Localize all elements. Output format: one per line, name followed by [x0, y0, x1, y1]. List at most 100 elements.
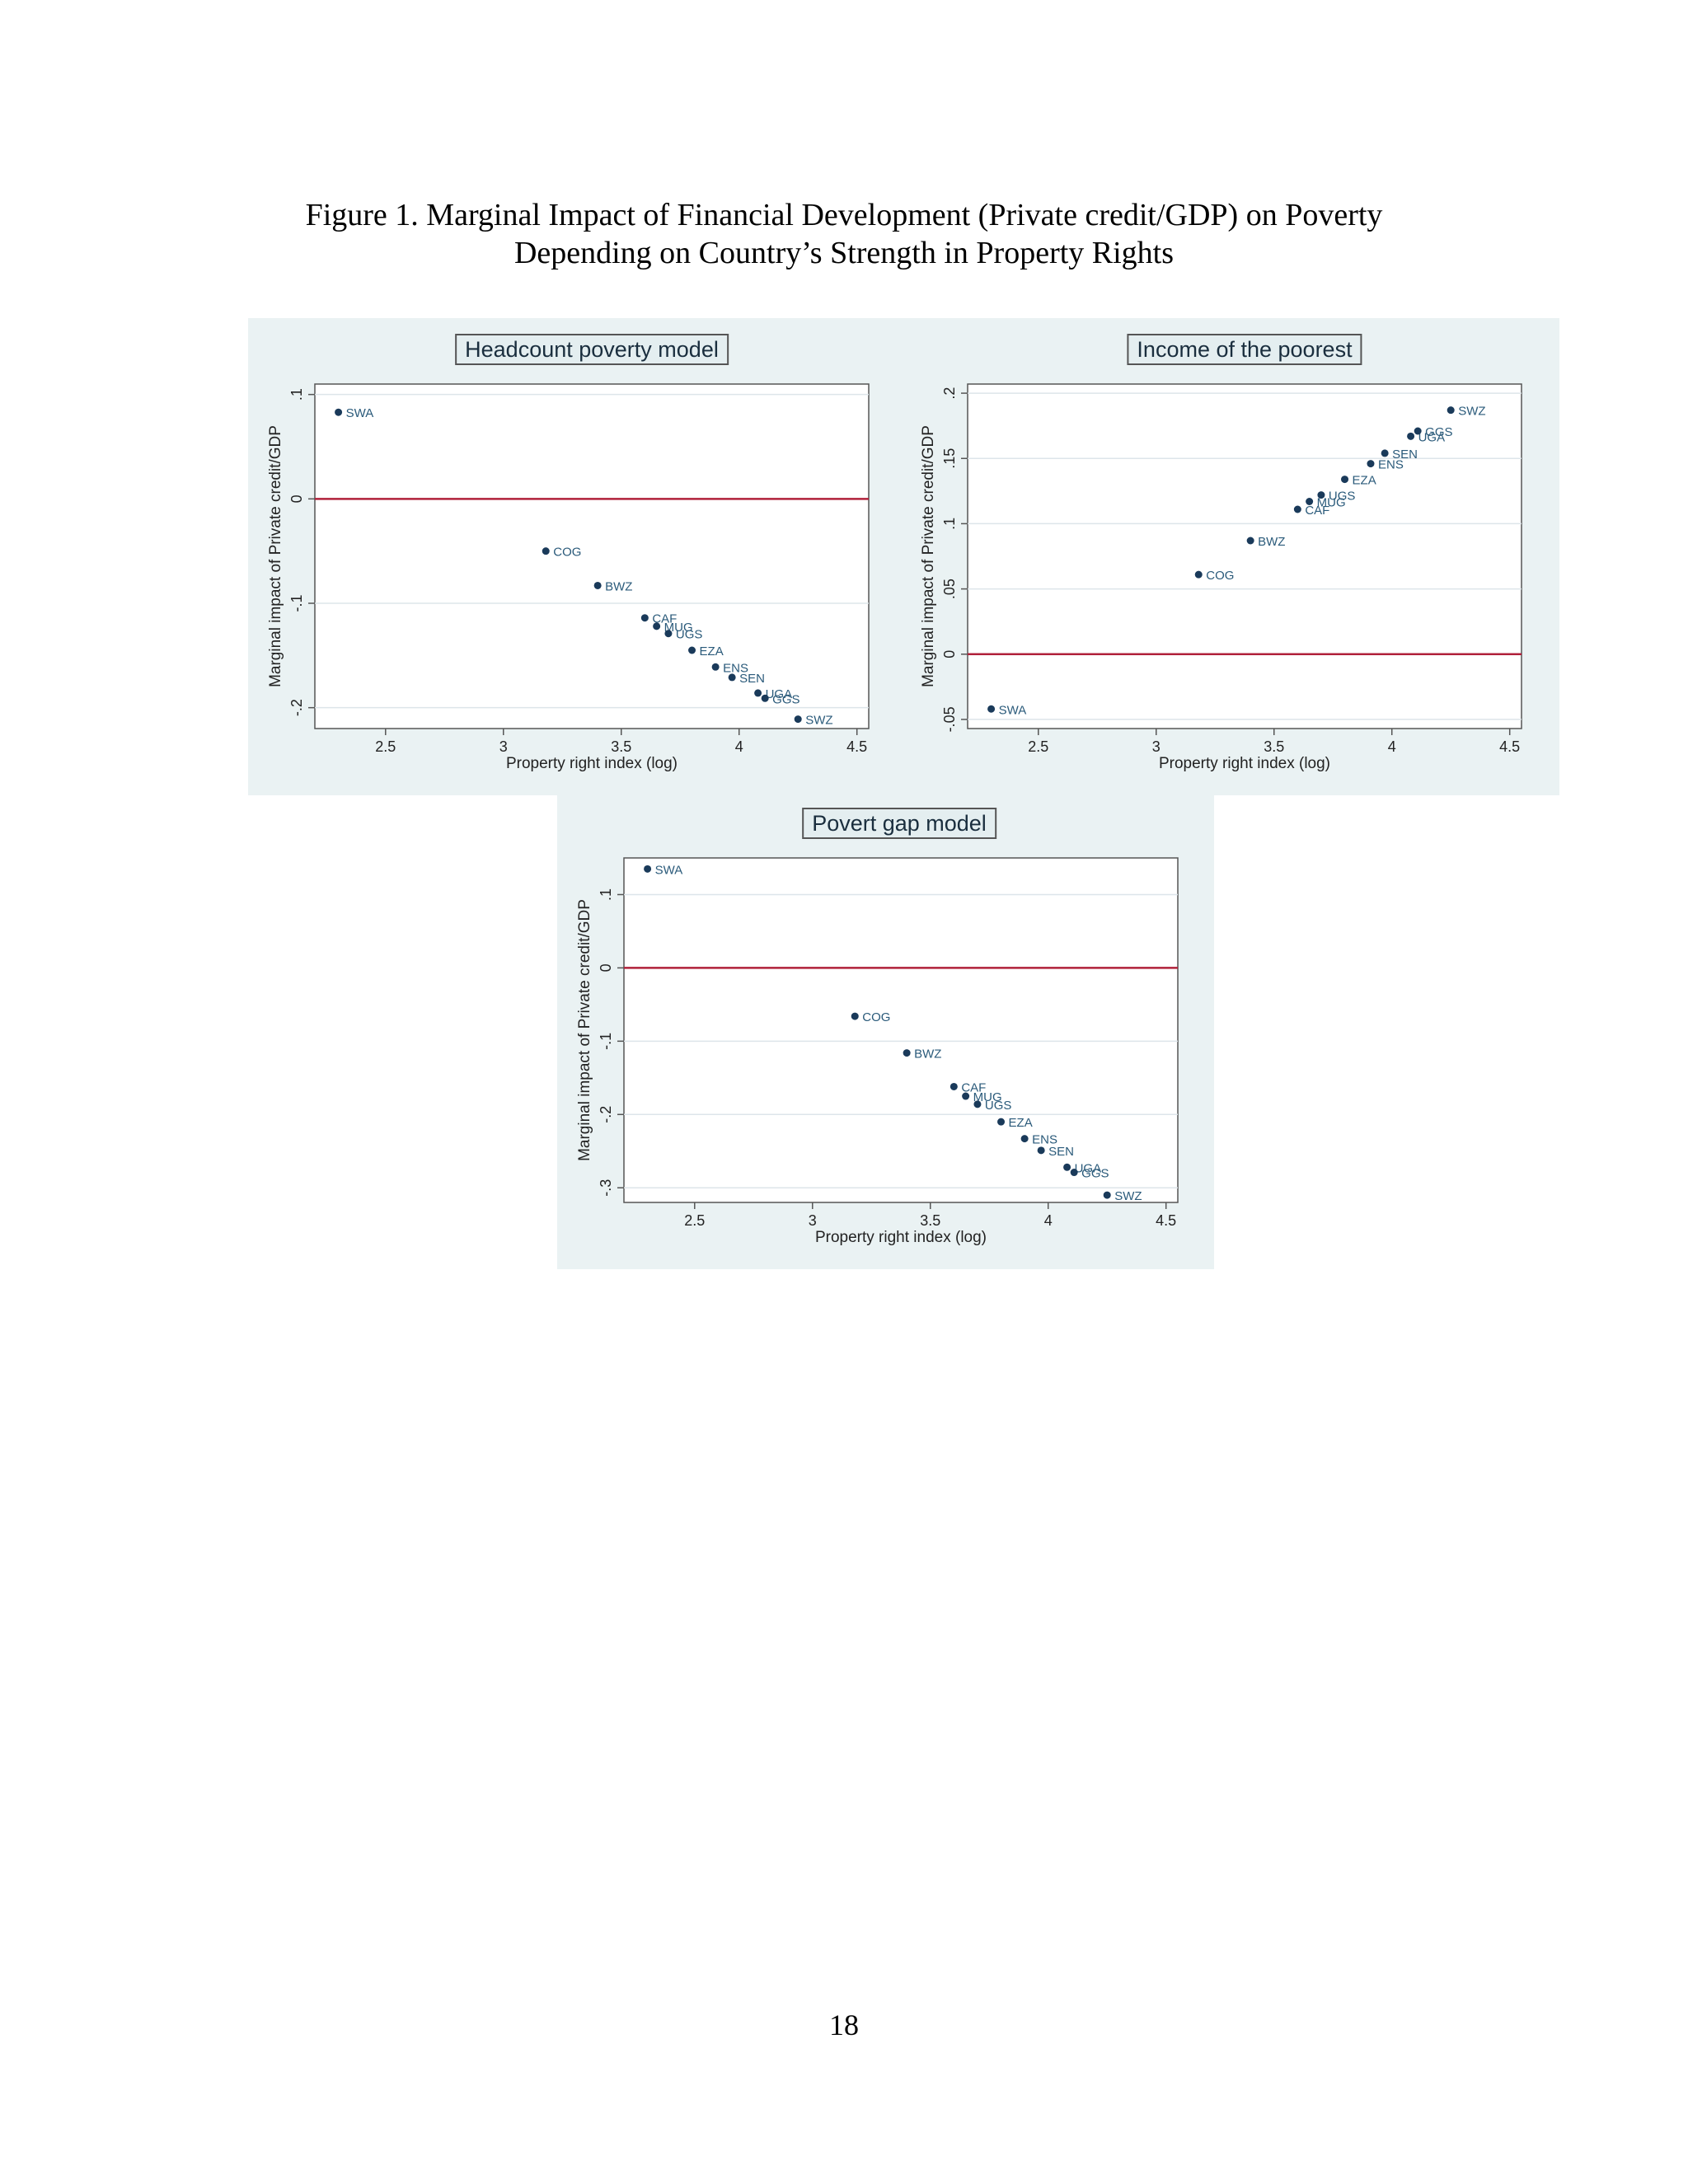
- y-tick-label: -.2: [288, 699, 305, 716]
- data-point: [1063, 1163, 1071, 1171]
- data-point: [903, 1049, 911, 1057]
- x-tick-label: 4.5: [1499, 738, 1520, 755]
- data-point: [728, 673, 736, 682]
- y-tick-label: .1: [941, 518, 958, 530]
- x-tick-label: 2.5: [684, 1212, 705, 1229]
- data-point-label: SWZ: [1114, 1189, 1142, 1203]
- data-point-label: ENS: [723, 661, 748, 675]
- y-axis-label: Marginal impact of Private credit/GDP: [576, 899, 593, 1161]
- scatter-chart-headcount: -.2 -.1 0 .1 2.5 3 3.5 4 4.5 Property right index…: [267, 383, 870, 772]
- figure-title-line-2: Depending on Country’s Strength in Prope…: [513, 236, 1175, 270]
- data-point-label: BWZ: [605, 579, 632, 593]
- data-point: [644, 865, 652, 873]
- data-point-label: UGA: [1075, 1161, 1102, 1175]
- data-point-label: UGS: [1329, 490, 1356, 504]
- data-point: [711, 663, 720, 671]
- data-point-label: UGS: [676, 628, 703, 642]
- x-tick-label: 4: [1388, 738, 1396, 755]
- y-tick-label: 0: [941, 650, 958, 658]
- data-point: [1306, 498, 1314, 505]
- data-point: [754, 689, 762, 697]
- data-point: [973, 1100, 982, 1108]
- scatter-chart-poverty-gap: -.3 -.2 -.1 0 .1 2.5 3 3.5 4 4.5 Property right in…: [576, 857, 1179, 1246]
- data-point-label: ENS: [1378, 458, 1404, 472]
- x-axis-label: Property right index (log): [1159, 755, 1330, 772]
- x-tick-label: 3.5: [611, 738, 631, 755]
- data-point-label: GGS: [1425, 425, 1452, 439]
- data-point-label: EZA: [700, 644, 724, 658]
- plot-area: [967, 383, 1522, 729]
- data-point: [950, 1082, 958, 1090]
- x-tick-label: 2.5: [1028, 738, 1048, 755]
- data-point-label: MUG: [664, 621, 693, 635]
- data-point: [962, 1092, 970, 1100]
- data-point-label: UGA: [766, 687, 793, 701]
- y-tick-label: .15: [941, 448, 958, 469]
- data-point: [1381, 449, 1389, 457]
- data-point-label: SEN: [739, 672, 765, 686]
- plot-area: [314, 383, 870, 729]
- y-axis-label: Marginal impact of Private credit/GDP: [920, 425, 937, 687]
- data-point-label: SWZ: [1458, 405, 1485, 419]
- data-point-label: COG: [553, 546, 581, 560]
- x-tick-label: 3: [499, 738, 508, 755]
- y-tick-label: .05: [941, 579, 958, 599]
- x-tick-label: 2.5: [375, 738, 396, 755]
- chart-title-income: Income of the poorest: [1127, 334, 1362, 365]
- data-point: [987, 705, 996, 713]
- data-point: [1194, 570, 1203, 579]
- x-axis-label: Property right index (log): [815, 1229, 987, 1246]
- scatter-chart-income: -.05 0 .05 .1 .15 .2 2.5 3 3.5 4 4.5 Property right…: [920, 383, 1522, 772]
- y-tick-label: .2: [941, 387, 958, 400]
- data-point: [640, 614, 649, 622]
- data-point-label: UGS: [985, 1099, 1012, 1113]
- figure-title: Figure 1. Marginal Impact of Financial D…: [0, 196, 1688, 272]
- x-tick-label: 4: [735, 738, 743, 755]
- y-tick-label: 0: [598, 963, 614, 972]
- y-tick-label: -.1: [598, 1033, 614, 1050]
- x-tick-label: 4.5: [846, 738, 867, 755]
- data-point: [1414, 427, 1422, 435]
- x-tick-label: 4: [1044, 1212, 1053, 1229]
- x-tick-label: 3: [1152, 738, 1160, 755]
- data-point-label: MUG: [973, 1090, 1002, 1104]
- x-tick-label: 4.5: [1156, 1212, 1176, 1229]
- data-point-label: MUG: [1317, 496, 1346, 510]
- data-point-label: SEN: [1392, 448, 1418, 462]
- x-axis-label: Property right index (log): [506, 755, 678, 772]
- figure-title-line-1: Figure 1. Marginal Impact of Financial D…: [305, 198, 1383, 232]
- data-point: [851, 1012, 859, 1020]
- data-point-label: SWA: [999, 703, 1027, 717]
- x-tick-label: 3.5: [920, 1212, 940, 1229]
- data-point: [664, 630, 673, 638]
- data-point: [1037, 1146, 1045, 1155]
- data-point: [1020, 1135, 1029, 1143]
- data-point-label: BWZ: [914, 1047, 941, 1062]
- data-point-label: GGS: [772, 692, 799, 706]
- data-point: [1246, 537, 1254, 545]
- data-point-label: EZA: [1353, 474, 1376, 488]
- data-point-label: COG: [862, 1010, 890, 1024]
- data-point: [335, 408, 343, 416]
- data-point: [1293, 505, 1301, 513]
- data-point: [593, 581, 602, 589]
- y-tick-label: -.2: [598, 1106, 614, 1123]
- y-tick-label: -.05: [941, 706, 958, 732]
- data-point-label: BWZ: [1258, 535, 1285, 549]
- y-tick-label: -.1: [288, 594, 305, 612]
- data-point: [1317, 491, 1325, 499]
- data-point: [1341, 476, 1349, 484]
- data-point: [688, 646, 696, 654]
- data-point-label: SWZ: [805, 714, 832, 728]
- data-point-label: CAF: [652, 612, 677, 626]
- x-tick-label: 3.5: [1264, 738, 1284, 755]
- data-point-label: SWA: [346, 406, 374, 420]
- y-tick-label: 0: [288, 494, 305, 503]
- y-axis-label: Marginal impact of Private credit/GDP: [267, 425, 284, 687]
- data-point-label: SEN: [1048, 1145, 1074, 1159]
- data-point: [1407, 432, 1415, 440]
- y-tick-label: .1: [288, 388, 305, 401]
- data-point: [1447, 406, 1455, 415]
- data-point-label: CAF: [1305, 504, 1329, 518]
- y-tick-label: .1: [598, 888, 614, 901]
